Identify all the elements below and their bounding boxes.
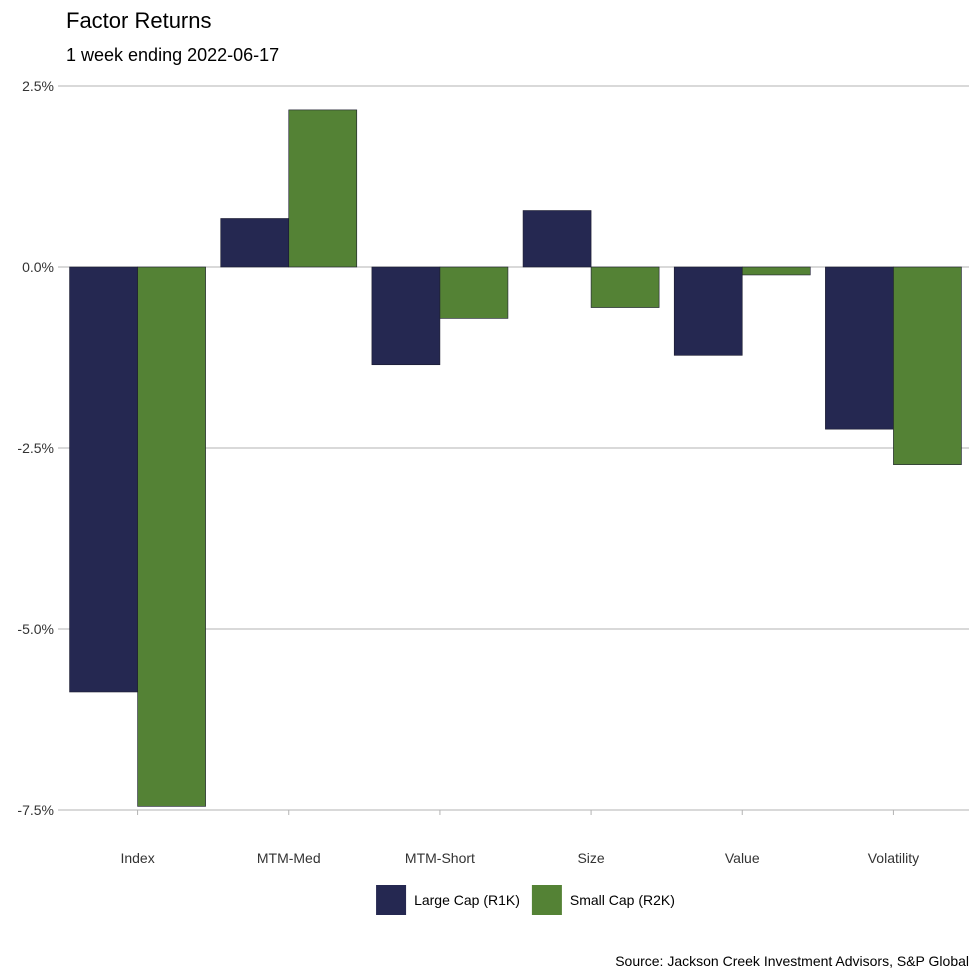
y-tick-label: -7.5% (17, 802, 54, 818)
legend-swatch (376, 885, 407, 915)
x-tick-label: Size (577, 850, 604, 866)
bar-value-series-2 (741, 266, 811, 276)
bar-size-series-1 (522, 210, 592, 268)
legend-label: Small Cap (R2K) (570, 892, 675, 908)
bar-volatility-series-1 (825, 266, 894, 430)
y-tick-label: 2.5% (22, 78, 54, 94)
x-tick-label: Value (725, 850, 760, 866)
bar-size-series-2 (590, 266, 660, 308)
bar-mtm-short-series-1 (371, 266, 441, 366)
bar-mtm-short-series-2 (439, 266, 509, 319)
bar-mtm-med-series-2 (288, 109, 358, 268)
bar-value-series-1 (673, 266, 743, 356)
chart-title: Factor Returns (66, 8, 212, 33)
chart-caption: Source: Jackson Creek Investment Advisor… (615, 953, 969, 969)
legend-swatch (531, 885, 562, 915)
y-tick-label: -2.5% (17, 440, 54, 456)
chart-subtitle: 1 week ending 2022-06-17 (66, 45, 279, 65)
bar-volatility-series-2 (893, 266, 962, 465)
x-tick-label: MTM-Med (257, 850, 321, 866)
x-tick-label: MTM-Short (405, 850, 475, 866)
bar-mtm-med-series-1 (220, 218, 290, 268)
bars (69, 109, 962, 807)
legend-item: Small Cap (R2K) (531, 885, 675, 915)
x-tick-label: Index (120, 850, 154, 866)
gridlines (62, 85, 969, 811)
legend-item: Large Cap (R1K) (376, 885, 520, 915)
bar-index-series-2 (137, 266, 206, 807)
legend-label: Large Cap (R1K) (414, 892, 520, 908)
x-axis: Index MTM-Med MTM-Short Size Value Volatility (120, 810, 919, 866)
legend: Large Cap (R1K) Small Cap (R2K) (376, 885, 675, 915)
y-tick-label: 0.0% (22, 259, 54, 275)
y-axis: 2.5% 0.0% -2.5% -5.0% -7.5% (17, 78, 62, 818)
y-tick-label: -5.0% (17, 621, 54, 637)
x-tick-label: Volatility (868, 850, 919, 866)
bar-index-series-1 (69, 266, 138, 693)
